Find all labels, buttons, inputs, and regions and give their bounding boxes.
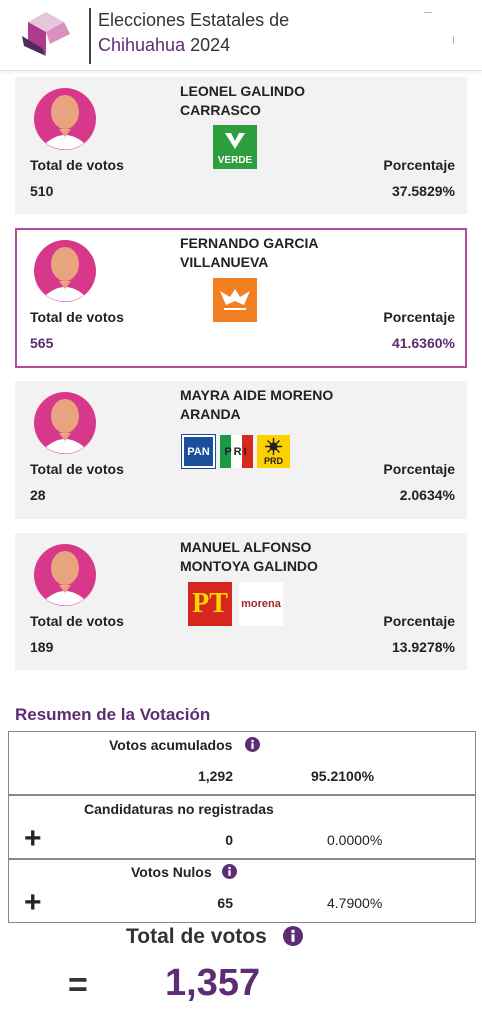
votes-label: Total de votos bbox=[30, 157, 124, 173]
votes: 510 bbox=[30, 183, 54, 199]
row-percent: 95.2100% bbox=[311, 768, 375, 784]
row-percent: 0.0000% bbox=[327, 832, 383, 848]
party-logo: PRD bbox=[257, 435, 290, 468]
row-votes: 65 bbox=[217, 895, 233, 911]
party-logo: PT bbox=[188, 582, 232, 626]
total-votes: 1,357 bbox=[165, 962, 261, 1004]
row-sign: + bbox=[24, 886, 42, 919]
row-percent: 4.7900% bbox=[327, 895, 383, 911]
avatar bbox=[33, 543, 97, 607]
percent-label: Porcentaje bbox=[383, 461, 455, 477]
row-label: Candidaturas no registradas bbox=[84, 801, 274, 817]
header-title: Elecciones Estatales de bbox=[98, 10, 290, 30]
candidate-card[interactable]: FERNANDO GARCIA VILLANUEVA Total de votos… bbox=[15, 228, 467, 368]
name-line: FERNANDO GARCIA bbox=[180, 235, 319, 251]
percent-label: Porcentaje bbox=[383, 157, 455, 173]
party-logo: morena bbox=[239, 582, 283, 626]
info-icon[interactable] bbox=[222, 864, 237, 879]
party-logo bbox=[213, 278, 257, 322]
state: Chihuahua bbox=[98, 35, 186, 55]
name-line: MAYRA AIDE MORENO bbox=[180, 387, 334, 403]
info-icon[interactable] bbox=[245, 737, 260, 752]
status-mark bbox=[453, 36, 454, 44]
info-icon[interactable] bbox=[283, 926, 303, 946]
candidate-card[interactable]: LEONEL GALINDO CARRASCO VERDE Total de vo… bbox=[15, 77, 467, 214]
avatar bbox=[33, 87, 97, 151]
percent-label: Porcentaje bbox=[383, 309, 455, 325]
percent: 37.5829% bbox=[391, 183, 455, 199]
summary-row: Votos acumulados 1,292 95.2100% bbox=[8, 731, 476, 795]
votes-label: Total de votos bbox=[30, 613, 124, 629]
percent: 2.0634% bbox=[399, 487, 455, 503]
name-line: MONTOYA GALINDO bbox=[180, 558, 318, 574]
percent: 13.9278% bbox=[391, 639, 455, 655]
summary-title: Resumen de la Votación bbox=[15, 705, 211, 724]
app-logo[interactable] bbox=[20, 10, 72, 58]
header-subtitle: Chihuahua 2024 bbox=[98, 35, 230, 56]
candidate-card[interactable]: MANUEL ALFONSO MONTOYA GALINDO PT morena … bbox=[15, 533, 467, 670]
total-sign: = bbox=[68, 966, 88, 1004]
divider bbox=[89, 8, 91, 64]
row-votes: 0 bbox=[225, 832, 233, 848]
party-emblem bbox=[225, 133, 245, 149]
percent-label: Porcentaje bbox=[383, 613, 455, 629]
candidate-name: MAYRA AIDE MORENO ARANDA bbox=[180, 386, 333, 424]
name-line: CARRASCO bbox=[180, 102, 261, 118]
year: 2024 bbox=[190, 35, 231, 55]
header: Elecciones Estatales de Chihuahua 2024 bbox=[0, 0, 482, 71]
candidate-name: MANUEL ALFONSO MONTOYA GALINDO bbox=[180, 538, 318, 576]
votes: 189 bbox=[30, 639, 54, 655]
votes: 28 bbox=[30, 487, 46, 503]
party-logo: PAN bbox=[181, 434, 216, 469]
avatar bbox=[33, 239, 97, 303]
total-label: Total de votos bbox=[126, 925, 267, 948]
row-sign: + bbox=[24, 822, 42, 855]
party-emblem bbox=[220, 289, 250, 310]
avatar bbox=[33, 391, 97, 455]
party-logo: PRI bbox=[220, 435, 253, 468]
party-logo: VERDE bbox=[213, 125, 257, 169]
party-emblem bbox=[265, 438, 282, 455]
row-label: Votos Nulos bbox=[131, 864, 212, 880]
row-label: Votos acumulados bbox=[109, 737, 233, 753]
percent: 41.6360% bbox=[391, 335, 455, 351]
party-name: PRD bbox=[263, 456, 283, 466]
name-line: ARANDA bbox=[180, 406, 241, 422]
status-mark bbox=[424, 12, 432, 13]
votes-label: Total de votos bbox=[30, 461, 124, 477]
summary-row: Votos Nulos + 65 4.7900% bbox=[8, 859, 476, 923]
votes-label: Total de votos bbox=[30, 309, 124, 325]
candidate-name: FERNANDO GARCIA VILLANUEVA bbox=[180, 234, 318, 272]
votes: 565 bbox=[30, 335, 54, 351]
name-line: LEONEL GALINDO bbox=[180, 83, 305, 99]
name-line: VILLANUEVA bbox=[180, 254, 269, 270]
party-name: VERDE bbox=[217, 155, 253, 166]
name-line: MANUEL ALFONSO bbox=[180, 539, 312, 555]
candidate-name: LEONEL GALINDO CARRASCO bbox=[180, 82, 305, 120]
summary-row: Candidaturas no registradas + 0 0.0000% bbox=[8, 795, 476, 859]
candidate-card[interactable]: MAYRA AIDE MORENO ARANDA PAN PRI PRD Tota… bbox=[15, 381, 467, 519]
row-votes: 1,292 bbox=[197, 768, 233, 784]
